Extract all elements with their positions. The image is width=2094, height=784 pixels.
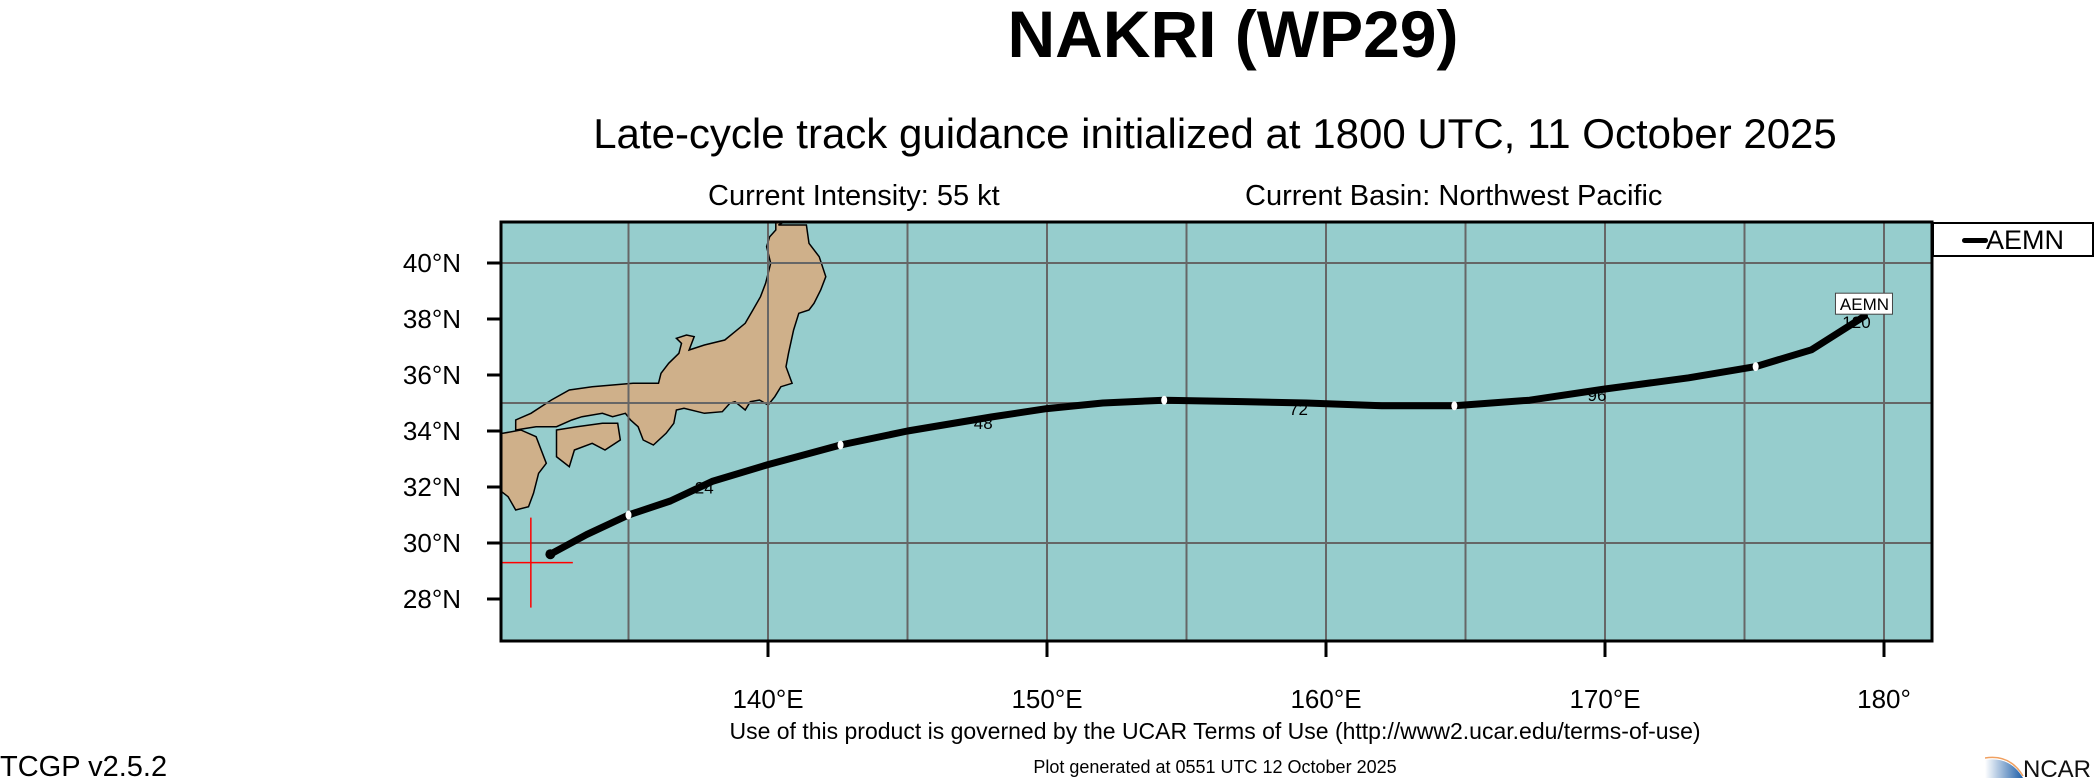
lat-tick-label: 34°N bbox=[402, 416, 461, 446]
plot-generated: Plot generated at 0551 UTC 12 October 20… bbox=[1033, 757, 1397, 777]
land-honshu bbox=[514, 222, 827, 446]
lon-tick-label: 140°E bbox=[732, 684, 804, 714]
forecast-hour-label: 24 bbox=[695, 478, 714, 497]
track-12h-marker bbox=[837, 440, 844, 450]
lat-tick-label: 38°N bbox=[402, 304, 461, 334]
forecast-hour-label: 48 bbox=[974, 414, 993, 433]
track-12h-marker bbox=[1752, 362, 1759, 372]
legend-line-aemn bbox=[1962, 238, 1988, 243]
track-start-point bbox=[545, 549, 556, 560]
storm-title: NAKRI (WP29) bbox=[1007, 0, 1459, 71]
forecast-hour-label: 120 bbox=[1842, 313, 1870, 332]
track-12h-marker bbox=[625, 510, 632, 520]
land-shikoku bbox=[555, 422, 622, 468]
lat-tick-label: 40°N bbox=[402, 248, 461, 278]
lat-tick-label: 28°N bbox=[402, 584, 461, 614]
current-basin: Current Basin: Northwest Pacific bbox=[1245, 180, 1663, 212]
terms-of-use: Use of this product is governed by the U… bbox=[729, 718, 1701, 744]
legend-label-aemn: AEMN bbox=[1986, 225, 2065, 255]
track-line-aemn bbox=[546, 312, 1868, 558]
lat-tick-label: 32°N bbox=[402, 472, 461, 502]
lon-tick-label: 180° bbox=[1857, 684, 1911, 714]
svg-text:NCAR: NCAR bbox=[2023, 756, 2091, 778]
current-intensity: Current Intensity: 55 kt bbox=[708, 180, 1000, 212]
lon-tick-label: 160°E bbox=[1290, 684, 1362, 714]
subtitle: Late-cycle track guidance initialized at… bbox=[593, 110, 1837, 157]
lat-tick-label: 30°N bbox=[402, 528, 461, 558]
forecast-hour-label: 96 bbox=[1588, 386, 1607, 405]
track-12h-marker bbox=[1161, 395, 1168, 405]
ncar-logo: NCAR bbox=[1985, 756, 2091, 778]
lon-tick-label: 150°E bbox=[1011, 684, 1083, 714]
lat-tick-label: 36°N bbox=[402, 360, 461, 390]
lon-tick-label: 170°E bbox=[1569, 684, 1641, 714]
ocean bbox=[501, 222, 1932, 641]
track-12h-marker bbox=[1451, 401, 1458, 411]
forecast-hour-label: 72 bbox=[1289, 400, 1308, 419]
legend: AEMN bbox=[1932, 222, 2094, 257]
track-end-label: AEMN bbox=[1840, 295, 1889, 314]
version-label: TCGP v2.5.2 bbox=[0, 751, 168, 783]
land-kyushu bbox=[501, 429, 548, 511]
track-end-label-box bbox=[1834, 292, 1893, 315]
